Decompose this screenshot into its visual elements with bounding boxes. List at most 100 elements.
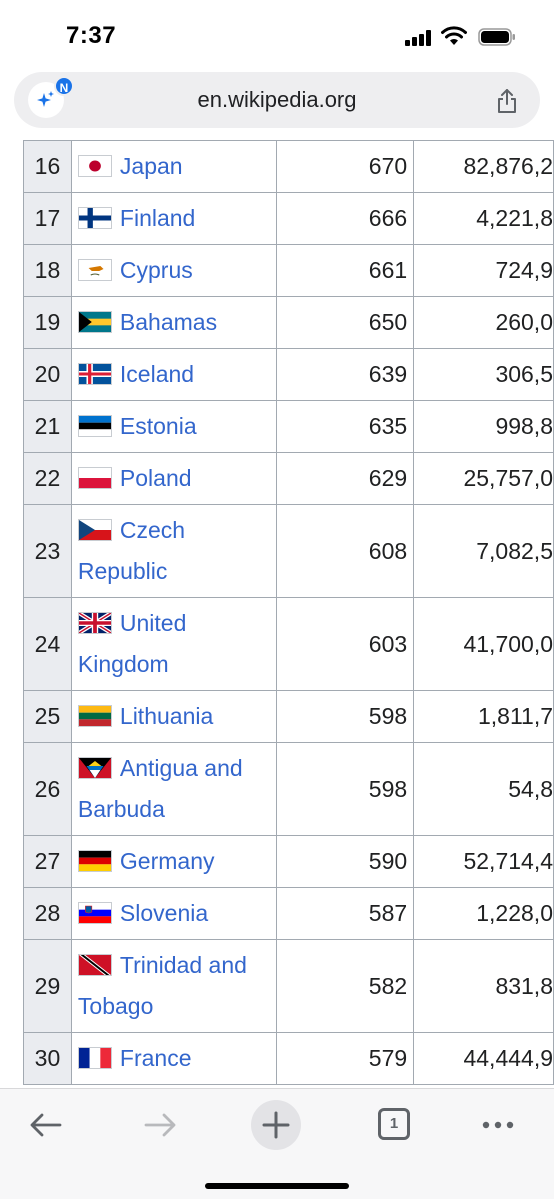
population-value: 44,444,9 [463,1045,553,1071]
united-kingdom-flag-icon[interactable] [77,612,112,634]
home-indicator [205,1183,349,1189]
country-link[interactable]: France [119,1045,192,1071]
score-cell: 587 [275,887,415,940]
score-cell: 603 [275,597,415,691]
country-link[interactable]: Poland [119,465,192,491]
country-link[interactable]: Slovenia [119,900,209,926]
population-cell: 41,700,0 [413,597,554,691]
country-link[interactable]: Germany [119,848,215,874]
country-link[interactable]: Estonia [119,413,197,439]
country-link[interactable]: Japan [119,153,183,179]
rank-cell: 18 [23,244,72,297]
rank-cell: 25 [23,690,72,743]
country-cell: Iceland [70,348,277,401]
table-row: 17 Finland 666 4,221,8 [23,192,554,245]
country-link[interactable]: Iceland [119,361,195,387]
country-cell: Germany [70,835,277,888]
score-cell: 598 [275,690,415,743]
country-link[interactable]: Czech Republic [77,517,186,584]
slovenia-flag-icon[interactable] [77,902,112,924]
table-row: 16 Japan 670 82,876,2 [23,140,554,193]
lithuania-flag-icon[interactable] [77,705,112,727]
rank-cell: 24 [23,597,72,691]
cyprus-flag-icon[interactable] [77,259,112,281]
table-row: 30 France 579 44,444,9 [23,1032,554,1085]
finland-flag-icon[interactable] [77,207,112,229]
share-icon[interactable] [495,88,519,114]
rank-cell: 16 [23,140,72,193]
rank-cell: 19 [23,296,72,349]
status-bar: 7:37 [0,0,554,64]
japan-flag-icon[interactable] [77,155,112,177]
score-cell: 590 [275,835,415,888]
antigua-and-barbuda-flag-icon[interactable] [77,757,112,779]
country-link[interactable]: Trinidad and Tobago [77,952,247,1019]
country-link[interactable]: United Kingdom [77,610,187,677]
ranking-table-viewport[interactable]: 16 Japan 670 82,876,2 17 Finland 666 4,221,8 18 C… [0,140,554,1088]
population-value: 82,876,2 [463,153,553,179]
address-bar[interactable]: en.wikipedia.org N [14,72,540,128]
table-row: 23 Czech Republic 608 7,082,5 [23,504,554,598]
population-value: 41,700,0 [463,630,553,657]
country-cell: Slovenia [70,887,277,940]
url-text[interactable]: en.wikipedia.org [197,87,357,112]
score-cell: 579 [275,1032,415,1085]
population-cell: 4,221,8 [413,192,554,245]
country-link[interactable]: Finland [119,205,196,231]
new-tab-button[interactable] [250,1099,302,1151]
population-cell: 998,8 [413,400,554,453]
population-cell: 7,082,5 [413,504,554,598]
germany-flag-icon[interactable] [77,850,112,872]
france-flag-icon[interactable] [77,1047,112,1069]
tab-switcher-button[interactable]: 1 [378,1108,410,1140]
trinidad-and-tobago-flag-icon[interactable] [77,954,112,976]
country-link[interactable]: Cyprus [119,257,193,283]
score-cell: 629 [275,452,415,505]
country-cell: Cyprus [70,244,277,297]
population-value: 4,221,8 [476,205,553,231]
population-value: 998,8 [495,413,553,439]
iceland-flag-icon[interactable] [77,363,112,385]
population-cell: 724,9 [413,244,554,297]
rank-cell: 21 [23,400,72,453]
country-cell: Lithuania [70,690,277,743]
table-row: 26 Antigua and Barbuda 598 54,8 [23,742,554,836]
rank-cell: 29 [23,939,72,1033]
population-cell: 260,0 [413,296,554,349]
table-row: 28 Slovenia 587 1,228,0 [23,887,554,940]
country-cell: Bahamas [70,296,277,349]
notification-badge: N [54,76,74,96]
rank-cell: 30 [23,1032,72,1085]
table-row: 27 Germany 590 52,714,4 [23,835,554,888]
population-value: 54,8 [508,775,553,802]
rank-cell: 20 [23,348,72,401]
population-value: 831,8 [495,972,553,999]
poland-flag-icon[interactable] [77,467,112,489]
score-cell: 635 [275,400,415,453]
table-row: 24 United Kingdom 603 41,700,0 [23,597,554,691]
estonia-flag-icon[interactable] [77,415,112,437]
czech-republic-flag-icon[interactable] [77,519,112,541]
back-arrow-icon[interactable] [24,1103,68,1147]
status-time: 7:37 [66,22,117,49]
population-value: 7,082,5 [476,537,553,564]
country-link[interactable]: Bahamas [119,309,218,335]
country-link[interactable]: Lithuania [119,703,214,729]
score-cell: 639 [275,348,415,401]
table-row: 19 Bahamas 650 260,0 [23,296,554,349]
country-cell: Antigua and Barbuda [70,742,277,836]
more-options-icon[interactable] [476,1103,520,1147]
sparkle-icon [37,91,54,107]
wifi-icon [441,26,467,45]
table-row: 29 Trinidad and Tobago 582 831,8 [23,939,554,1033]
battery-icon [478,28,515,46]
country-link[interactable]: Antigua and Barbuda [77,755,243,822]
table-row: 18 Cyprus 661 724,9 [23,244,554,297]
population-cell: 25,757,0 [413,452,554,505]
population-cell: 82,876,2 [413,140,554,193]
bahamas-flag-icon[interactable] [77,311,112,333]
rank-cell: 23 [23,504,72,598]
ai-assistant-button[interactable]: N [28,76,74,118]
forward-arrow-icon[interactable] [138,1103,182,1147]
population-cell: 1,811,7 [413,690,554,743]
